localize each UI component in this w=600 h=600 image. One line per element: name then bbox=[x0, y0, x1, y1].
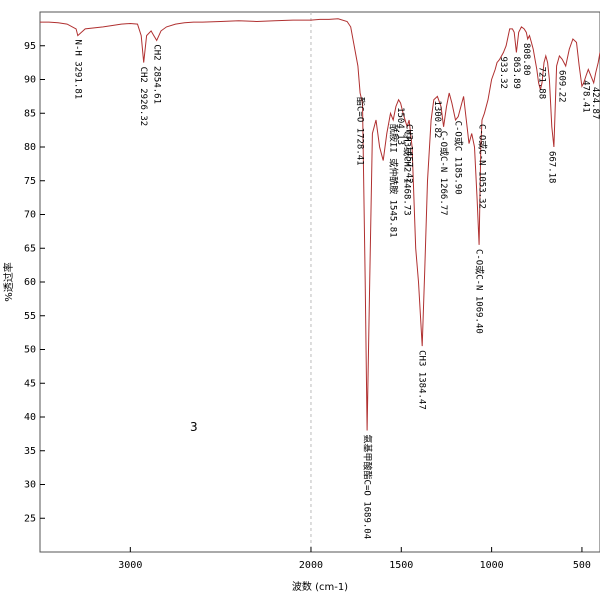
y-tick-label: 45 bbox=[24, 378, 36, 389]
peak-label: CH3 1384.47 bbox=[417, 350, 427, 410]
y-tick-label: 40 bbox=[24, 412, 36, 423]
peak-label: C-O或C 1185.90 bbox=[453, 121, 465, 195]
y-tick-label: 75 bbox=[24, 176, 36, 187]
peak-label: N-H 3291.81 bbox=[72, 40, 82, 100]
y-tick-label: 60 bbox=[24, 277, 36, 288]
x-tick-label: 500 bbox=[573, 560, 591, 571]
peak-label: 酰胺II 或仲酰胺 1545.81 bbox=[388, 124, 400, 238]
peak-label: CH3或CH2 1468.73 bbox=[402, 131, 414, 216]
peak-label: 808.80 bbox=[521, 43, 531, 76]
y-tick-label: 25 bbox=[24, 513, 36, 524]
x-axis-title: 波数 (cm-1) bbox=[292, 580, 348, 593]
x-tick-label: 1500 bbox=[389, 560, 413, 571]
peak-label: CH2 2854.61 bbox=[151, 44, 161, 104]
peak-label: CH3 1457.42 bbox=[404, 124, 414, 184]
x-tick-label: 3000 bbox=[118, 560, 142, 571]
plot-frame bbox=[39, 11, 600, 553]
peak-label: 667.18 bbox=[546, 151, 556, 184]
y-tick-label: 30 bbox=[24, 480, 36, 491]
peak-label: 933.32 bbox=[498, 56, 508, 89]
y-tick-label: 70 bbox=[24, 210, 36, 221]
peak-label: 1300.82 bbox=[432, 100, 442, 138]
y-axis: 25 30 35 40 45 50 55 60 65 70 75 80 85 90 95 bbox=[24, 41, 45, 524]
x-tick-label: 2000 bbox=[299, 560, 323, 571]
peak-labels: N-H 3291.81 CH2 2926.32 CH2 2854.61 酯C=O 17… bbox=[72, 40, 600, 540]
inset-mark: 3 bbox=[190, 420, 198, 434]
peak-label: 609.22 bbox=[557, 70, 567, 103]
y-tick-label: 90 bbox=[24, 75, 36, 86]
peak-label: C-O或C-N 1069.40 bbox=[474, 249, 486, 334]
peak-label: 氨基甲酸酯C=O 1689.04 bbox=[362, 435, 374, 540]
peak-label: C-O或C-N 1053.32 bbox=[477, 124, 489, 209]
peak-label: 酯C=O 1728.41 bbox=[355, 97, 366, 166]
peak-label: C-O或C-N 1266.77 bbox=[438, 131, 450, 216]
y-tick-label: 95 bbox=[24, 41, 36, 52]
x-axis: 3000 2000 1500 1000 500 bbox=[118, 547, 591, 571]
peak-label: 721.88 bbox=[536, 67, 546, 100]
y-tick-label: 80 bbox=[24, 142, 36, 153]
peak-label: 1504.13 bbox=[395, 107, 405, 145]
y-tick-label: 85 bbox=[24, 108, 36, 119]
peak-label: 863.89 bbox=[511, 56, 521, 89]
x-tick-label: 1000 bbox=[480, 560, 504, 571]
y-tick-label: 55 bbox=[24, 311, 36, 322]
peak-label: CH2 2926.32 bbox=[138, 67, 148, 127]
y-tick-label: 35 bbox=[24, 446, 36, 457]
y-axis-title: %透过率 bbox=[2, 262, 15, 302]
y-tick-label: 50 bbox=[24, 345, 36, 356]
y-tick-label: 65 bbox=[24, 243, 36, 254]
peak-label: 424.87 bbox=[590, 87, 600, 120]
peak-label: 478.41 bbox=[580, 80, 590, 113]
spectrum-line bbox=[40, 18, 600, 431]
